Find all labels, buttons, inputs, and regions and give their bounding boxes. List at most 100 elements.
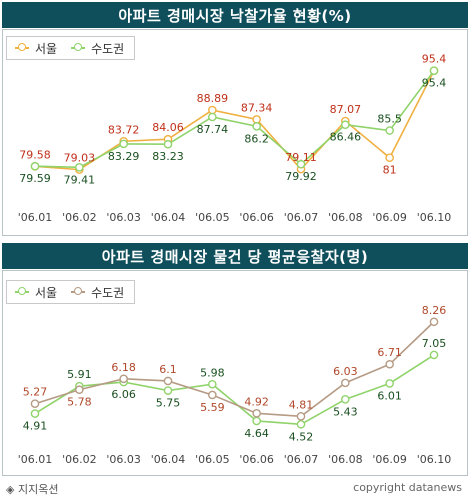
chart2-x-tick-label: '06.07 [284, 453, 319, 466]
chart2-data-label-0-7: 5.43 [333, 405, 358, 418]
chart1-data-label-1-2: 83.29 [108, 150, 140, 163]
chart1-data-label-0-8: 81 [383, 164, 397, 177]
chart1-x-tick-label: '06.02 [62, 211, 97, 224]
chart2-data-label-1-9: 8.26 [422, 304, 447, 317]
chart1-point-1-3 [163, 139, 173, 149]
chart1-data-label-0-2: 83.72 [108, 123, 140, 136]
chart1-data-label-0-6: 79.11 [285, 151, 317, 164]
chart2-series-line-0 [34, 354, 435, 426]
chart2-data-label-1-3: 6.1 [159, 363, 177, 376]
chart1-legend: 서울 수도권 [6, 36, 136, 60]
chart2-legend-item-capital: 수도권 [71, 284, 124, 301]
chart1-point-1-4 [208, 112, 217, 122]
chart1-series-line-1 [34, 70, 435, 169]
chart1-x-tick-label: '06.08 [328, 211, 363, 224]
chart1-data-label-0-1: 79.03 [64, 152, 96, 165]
source-label: ◈ 지지옥션 [6, 483, 59, 496]
chart1-legend-swatch-seoul [15, 43, 29, 51]
chart1-point-1-7 [341, 120, 350, 130]
chart1-legend-label-seoul: 서울 [35, 41, 58, 56]
chart2-data-label-1-8: 6.71 [377, 346, 402, 359]
chart2-point-1-8 [385, 359, 394, 369]
chart1-data-label-0-4: 88.89 [197, 92, 229, 105]
chart2-data-label-0-8: 6.01 [377, 389, 402, 402]
chart1-data-label-1-1: 79.41 [64, 173, 96, 186]
chart1-x-tick-label: '06.06 [239, 211, 274, 224]
chart2-point-1-3 [163, 376, 173, 386]
chart1-data-label-1-5: 86.2 [244, 132, 269, 145]
chart2-data-label-0-9: 7.05 [422, 337, 447, 350]
chart1-point-1-5 [252, 121, 261, 131]
chart2-data-label-1-6: 4.81 [289, 398, 314, 411]
chart1-point-1-2 [119, 139, 128, 149]
chart2-point-1-7 [341, 378, 350, 388]
chart2-x-tick-label: '06.10 [417, 453, 452, 466]
chart2-data-label-0-4: 5.98 [200, 366, 225, 379]
chart2-point-0-6 [296, 419, 306, 429]
chart1-data-label-0-0: 79.58 [19, 148, 51, 161]
chart1-x-tick-label: '06.10 [417, 211, 452, 224]
chart1-data-label-1-9: 95.4 [422, 77, 447, 90]
chart1-x-tick-label: '06.04 [151, 211, 186, 224]
chart1-data-label-1-3: 83.23 [152, 150, 184, 163]
chart1-data-label-0-9: 95.4 [422, 53, 447, 66]
chart2-point-0-7 [341, 395, 350, 404]
chart2-x-tick-label: '06.03 [106, 453, 141, 466]
chart1-data-label-1-7: 86.46 [330, 131, 362, 144]
chart2-data-label-0-2: 6.06 [111, 388, 136, 401]
chart1-legend-swatch-capital [71, 43, 86, 51]
chart1-data-label-1-4: 87.74 [197, 123, 229, 136]
chart2-x-tick-label: '06.09 [372, 453, 407, 466]
chart1-point-1-8 [385, 126, 394, 135]
chart2-point-1-5 [252, 409, 261, 418]
chart1-x-tick-label: '06.03 [106, 211, 141, 224]
copyright-label: copyright datanews [353, 481, 462, 494]
chart1-point-1-9 [429, 66, 439, 76]
chart2-point-1-0 [30, 399, 40, 409]
chart2-point-0-0 [30, 409, 40, 418]
chart2-x-tick-label: '06.02 [62, 453, 97, 466]
chart2-legend: 서울 수도권 [6, 280, 136, 304]
chart2-x-tick-label: '06.04 [151, 453, 186, 466]
chart2-x-tick-label: '06.06 [239, 453, 274, 466]
chart2-data-label-1-2: 6.18 [111, 361, 136, 374]
chart2-data-label-1-5: 4.92 [244, 395, 269, 408]
chart2-legend-label-capital: 수도권 [91, 285, 125, 300]
chart2-data-label-0-6: 4.52 [289, 430, 314, 443]
chart1-data-label-0-7: 87.07 [330, 103, 362, 116]
chart2-series-line-1 [34, 321, 435, 418]
chart2-point-1-6 [296, 412, 306, 421]
chart1-data-label-0-3: 84.06 [152, 121, 184, 134]
chart2-data-label-0-3: 5.75 [156, 397, 181, 410]
chart2-data-label-1-7: 6.03 [333, 365, 358, 378]
chart2-point-0-3 [163, 386, 173, 395]
chart1-x-tick-label: '06.01 [18, 211, 53, 224]
chart2-data-label-0-1: 5.91 [67, 368, 92, 381]
chart2-legend-label-seoul: 서울 [35, 285, 58, 300]
chart2-point-1-1 [75, 385, 84, 395]
chart2-data-label-0-0: 4.91 [23, 420, 48, 433]
chart2-legend-item-seoul: 서울 [15, 284, 57, 301]
chart1-x-tick-label: '06.09 [372, 211, 407, 224]
chart1-legend-label-capital: 수도권 [91, 41, 125, 56]
chart2-x-tick-label: '06.05 [195, 453, 230, 466]
chart1-data-label-1-8: 85.5 [377, 113, 402, 126]
chart1-data-label-1-6: 79.92 [285, 170, 317, 183]
chart2-legend-swatch-seoul [15, 287, 29, 295]
chart1-title: 아파트 경매시장 낙찰가율 현황(%) [2, 2, 468, 28]
chart2-x-tick-label: '06.08 [328, 453, 363, 466]
chart1-x-tick-label: '06.07 [284, 211, 319, 224]
chart2-point-1-9 [429, 317, 439, 327]
chart1-data-label-1-0: 79.59 [19, 172, 51, 185]
chart1-data-label-0-5: 87.34 [241, 101, 273, 114]
chart2-title: 아파트 경매시장 물건 당 평균응찰자(명) [2, 243, 468, 269]
chart2-point-0-8 [385, 379, 394, 388]
chart2-point-0-5 [252, 416, 261, 426]
chart1-x-tick-label: '06.05 [195, 211, 230, 224]
chart2-point-0-9 [429, 350, 439, 360]
chart1-point-0-8 [385, 153, 394, 163]
chart2-point-1-4 [208, 390, 217, 400]
chart2-data-label-0-5: 4.64 [244, 427, 269, 440]
